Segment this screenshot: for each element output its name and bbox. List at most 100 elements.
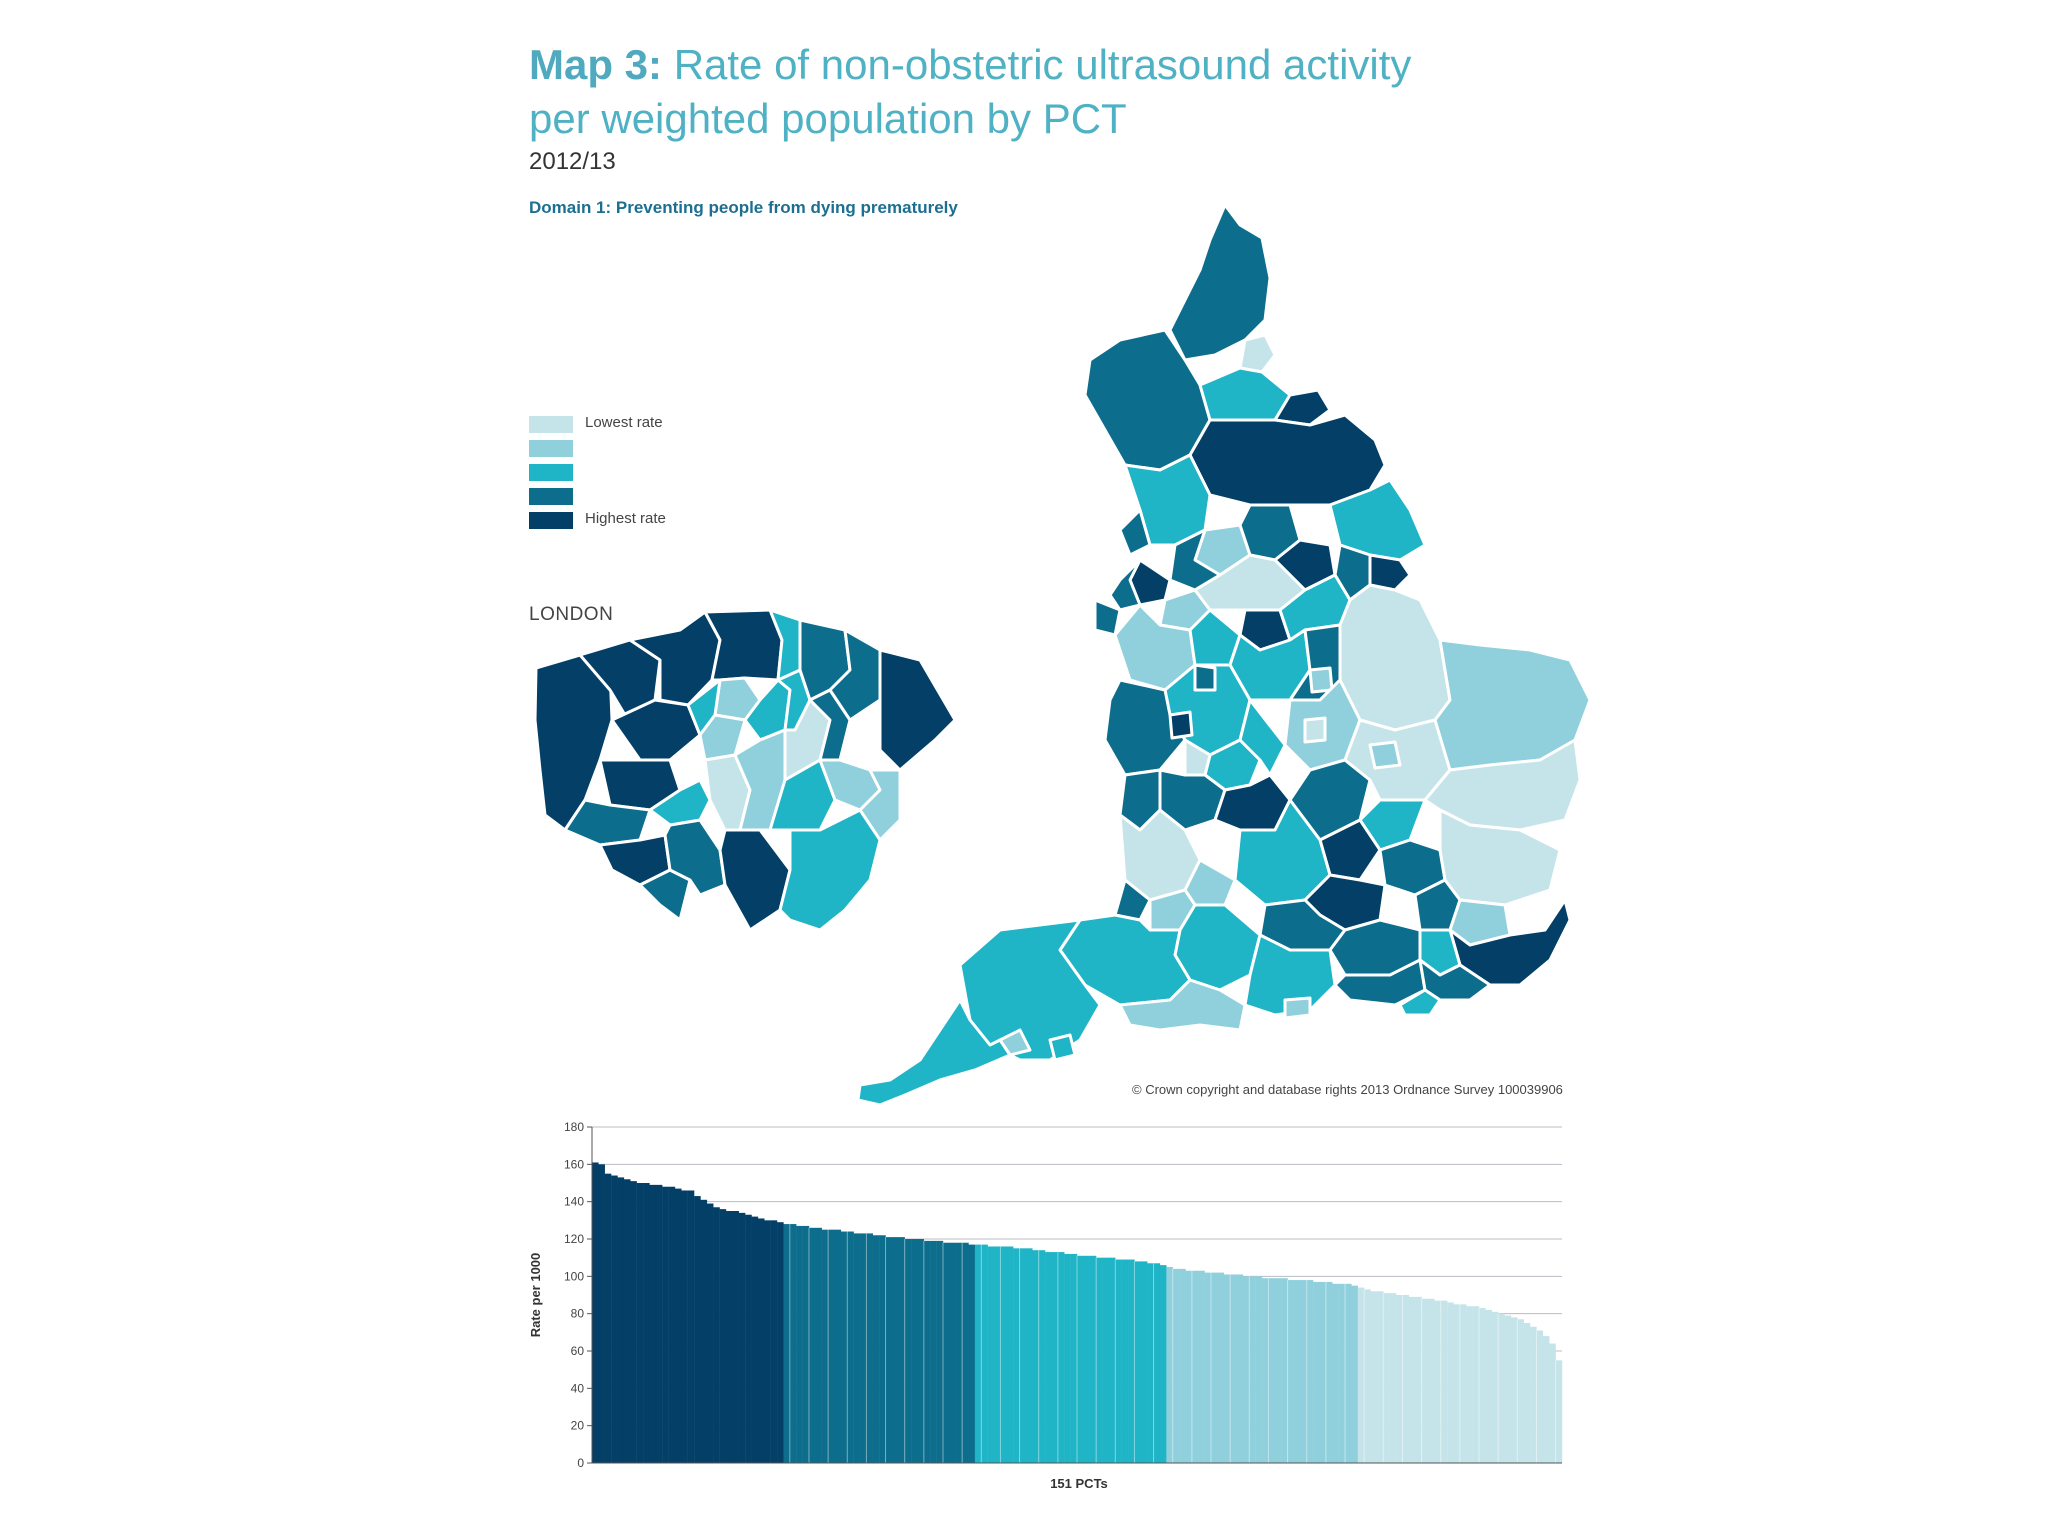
bar xyxy=(1466,1306,1473,1463)
y-tick-label: 0 xyxy=(577,1456,584,1470)
bar xyxy=(1089,1255,1097,1463)
bar xyxy=(1459,1304,1467,1463)
legend-swatch-5 xyxy=(529,512,573,529)
bar xyxy=(1325,1281,1333,1463)
bar xyxy=(1530,1326,1537,1463)
bar xyxy=(1274,1278,1282,1463)
bar xyxy=(1057,1252,1065,1463)
london-borough-waltham xyxy=(768,608,802,682)
bar xyxy=(885,1237,893,1463)
bar xyxy=(1006,1246,1014,1463)
bar xyxy=(1498,1313,1505,1463)
region-brighton xyxy=(1398,988,1442,1017)
region-blackpool xyxy=(1118,508,1152,557)
bar xyxy=(1306,1280,1314,1463)
bar xyxy=(1102,1257,1110,1463)
bar xyxy=(1191,1270,1199,1463)
region-telford xyxy=(1168,710,1194,740)
bar xyxy=(942,1242,950,1463)
bar xyxy=(1019,1248,1027,1463)
region-coventry xyxy=(1238,698,1287,777)
london-borough-kingston xyxy=(638,868,692,922)
bar xyxy=(917,1239,925,1463)
chart-y-ticks: 0 20 40 60 80 100 120 140 160 180 xyxy=(564,1120,592,1470)
bar xyxy=(1300,1280,1307,1463)
bar xyxy=(617,1177,625,1463)
region-newcastle xyxy=(1238,333,1277,374)
region-suffolk xyxy=(1423,738,1582,832)
bar xyxy=(1153,1263,1161,1463)
bar xyxy=(604,1173,612,1463)
bar xyxy=(872,1235,880,1463)
bar xyxy=(1421,1298,1429,1463)
bar xyxy=(1408,1296,1416,1463)
y-tick-label: 100 xyxy=(564,1269,584,1283)
bar xyxy=(1313,1281,1320,1463)
bar xyxy=(1038,1250,1046,1463)
bar xyxy=(994,1246,1001,1463)
bar xyxy=(738,1212,746,1463)
y-tick-label: 140 xyxy=(564,1195,584,1209)
bar xyxy=(1427,1298,1435,1463)
bar xyxy=(732,1211,739,1463)
chart-x-axis-label: 151 PCTs xyxy=(1050,1476,1108,1491)
bar xyxy=(891,1237,899,1463)
bar xyxy=(1045,1252,1052,1463)
bar xyxy=(1415,1296,1422,1463)
bar xyxy=(802,1225,810,1463)
y-tick-label: 160 xyxy=(564,1157,584,1171)
bar xyxy=(1140,1261,1148,1463)
bar xyxy=(1472,1306,1480,1463)
bar xyxy=(1242,1276,1250,1463)
bar xyxy=(700,1199,708,1463)
bar xyxy=(623,1179,631,1463)
bar xyxy=(1032,1250,1039,1463)
bar xyxy=(1287,1280,1295,1463)
bar xyxy=(1396,1295,1403,1463)
bar xyxy=(1262,1278,1269,1463)
bar xyxy=(1134,1261,1142,1463)
bar xyxy=(1268,1278,1276,1463)
bar xyxy=(1000,1246,1007,1463)
page-title: Map 3: Rate of non-obstetric ultrasound … xyxy=(529,38,1529,146)
bar xyxy=(828,1229,835,1463)
london-borough-merton xyxy=(648,778,712,827)
bar xyxy=(674,1188,682,1463)
year-label: 2012/13 xyxy=(529,148,616,175)
bar xyxy=(1236,1274,1244,1463)
bar xyxy=(987,1246,995,1463)
legend-label-lowest: Lowest rate xyxy=(585,414,663,431)
bar xyxy=(1351,1285,1358,1463)
bar xyxy=(649,1184,657,1463)
bar xyxy=(1338,1283,1346,1463)
bar xyxy=(668,1186,676,1463)
bar xyxy=(1051,1252,1059,1463)
london-borough-havering xyxy=(878,648,957,772)
region-essex xyxy=(1438,808,1562,907)
bar xyxy=(1383,1293,1390,1463)
bar xyxy=(751,1216,759,1463)
london-borough-croydon xyxy=(718,828,792,932)
bar xyxy=(1345,1283,1352,1463)
bar xyxy=(636,1183,644,1463)
bar xyxy=(1447,1302,1454,1463)
bar xyxy=(687,1190,695,1463)
region-cornwall xyxy=(856,998,1012,1107)
legend-swatch-1 xyxy=(529,416,573,433)
bar xyxy=(1108,1257,1116,1463)
bar xyxy=(936,1240,944,1463)
bar xyxy=(1332,1283,1339,1463)
bar xyxy=(955,1242,963,1463)
bar xyxy=(1517,1319,1524,1463)
region-torbay xyxy=(1048,1033,1077,1062)
bar xyxy=(930,1240,937,1463)
bar xyxy=(757,1218,765,1463)
chart-bars xyxy=(592,1162,1563,1463)
bar xyxy=(981,1244,988,1463)
bar xyxy=(911,1239,918,1463)
legend-swatch-3 xyxy=(529,464,573,481)
chart-axes xyxy=(591,1127,1562,1464)
bar xyxy=(1128,1259,1135,1463)
